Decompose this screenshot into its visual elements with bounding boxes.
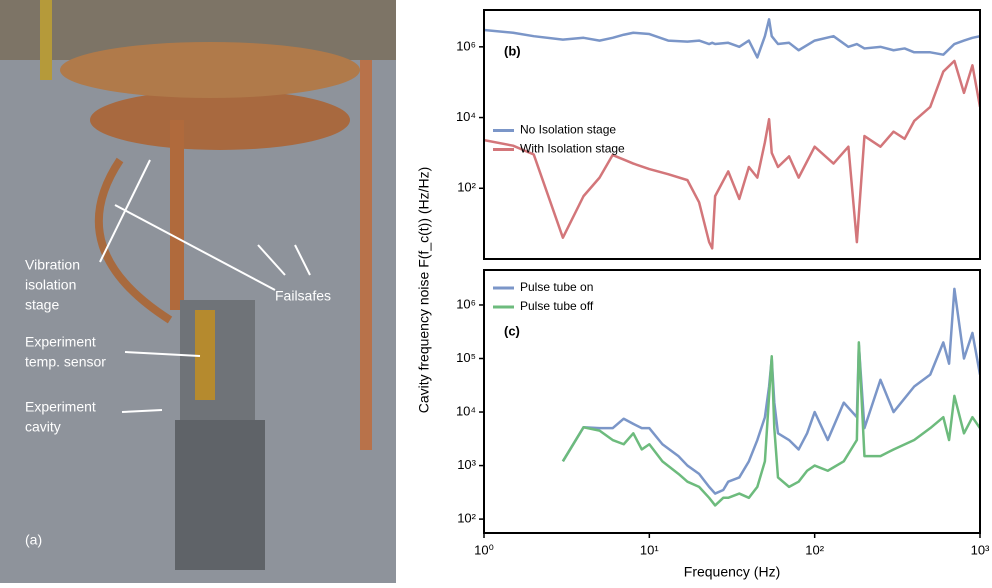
photo-label: cavity <box>25 419 61 435</box>
photo-label: temp. sensor <box>25 354 106 370</box>
photo-label: Experiment <box>25 399 96 415</box>
legend-label: Pulse tube off <box>520 299 594 313</box>
braid <box>94 157 173 324</box>
photo: (a) <box>0 0 396 583</box>
sensor-block <box>180 300 255 420</box>
y-tick-label: 10⁵ <box>456 350 476 365</box>
photo-label: stage <box>25 297 59 313</box>
cavity-block <box>175 420 265 570</box>
y-axis-label: Cavity frequency noise F(f_c(t)) (Hz/Hz) <box>416 167 432 414</box>
y-tick-label: 10⁶ <box>456 38 476 53</box>
photo-label: Failsafes <box>275 288 331 304</box>
panel-label: (c) <box>504 323 520 338</box>
pointer <box>257 244 286 276</box>
pointer <box>114 204 276 291</box>
pointer <box>124 351 201 357</box>
y-tick-label: 10³ <box>457 457 476 472</box>
photo-label: Experiment <box>25 334 96 350</box>
data-line <box>561 287 980 495</box>
y-tick-label: 10⁶ <box>456 296 476 311</box>
x-tick-label: 10⁰ <box>474 542 494 557</box>
copper-plate <box>60 42 360 98</box>
copper-rod <box>360 60 372 450</box>
panel-label: (a) <box>25 532 42 548</box>
y-tick-label: 10² <box>457 511 476 526</box>
rod <box>40 0 52 80</box>
x-tick-label: 10² <box>805 542 824 557</box>
pointer <box>294 244 311 276</box>
data-line <box>484 59 980 250</box>
axes-frame <box>483 9 981 260</box>
pointer <box>121 409 163 413</box>
plot-area <box>484 18 980 250</box>
y-tick-label: 10⁴ <box>456 109 476 124</box>
legend-label: With Isolation stage <box>520 142 625 156</box>
sensor <box>195 310 215 400</box>
legend-label: No Isolation stage <box>520 123 616 137</box>
x-axis-label: Frequency (Hz) <box>684 564 780 580</box>
data-line <box>561 341 980 507</box>
y-tick-label: 10⁴ <box>456 403 476 418</box>
axes-frame <box>483 269 981 534</box>
y-tick-label: 10² <box>457 180 476 195</box>
legend-label: Pulse tube on <box>520 280 593 294</box>
photo-label: isolation <box>25 277 76 293</box>
x-tick-label: 10³ <box>971 542 990 557</box>
x-tick-label: 10¹ <box>640 542 659 557</box>
copper-strip <box>170 120 184 310</box>
plot-area <box>561 287 980 507</box>
photo-label: Vibration <box>25 257 80 273</box>
data-line <box>484 18 980 59</box>
copper-plate <box>90 90 350 150</box>
panel-label: (b) <box>504 43 521 58</box>
